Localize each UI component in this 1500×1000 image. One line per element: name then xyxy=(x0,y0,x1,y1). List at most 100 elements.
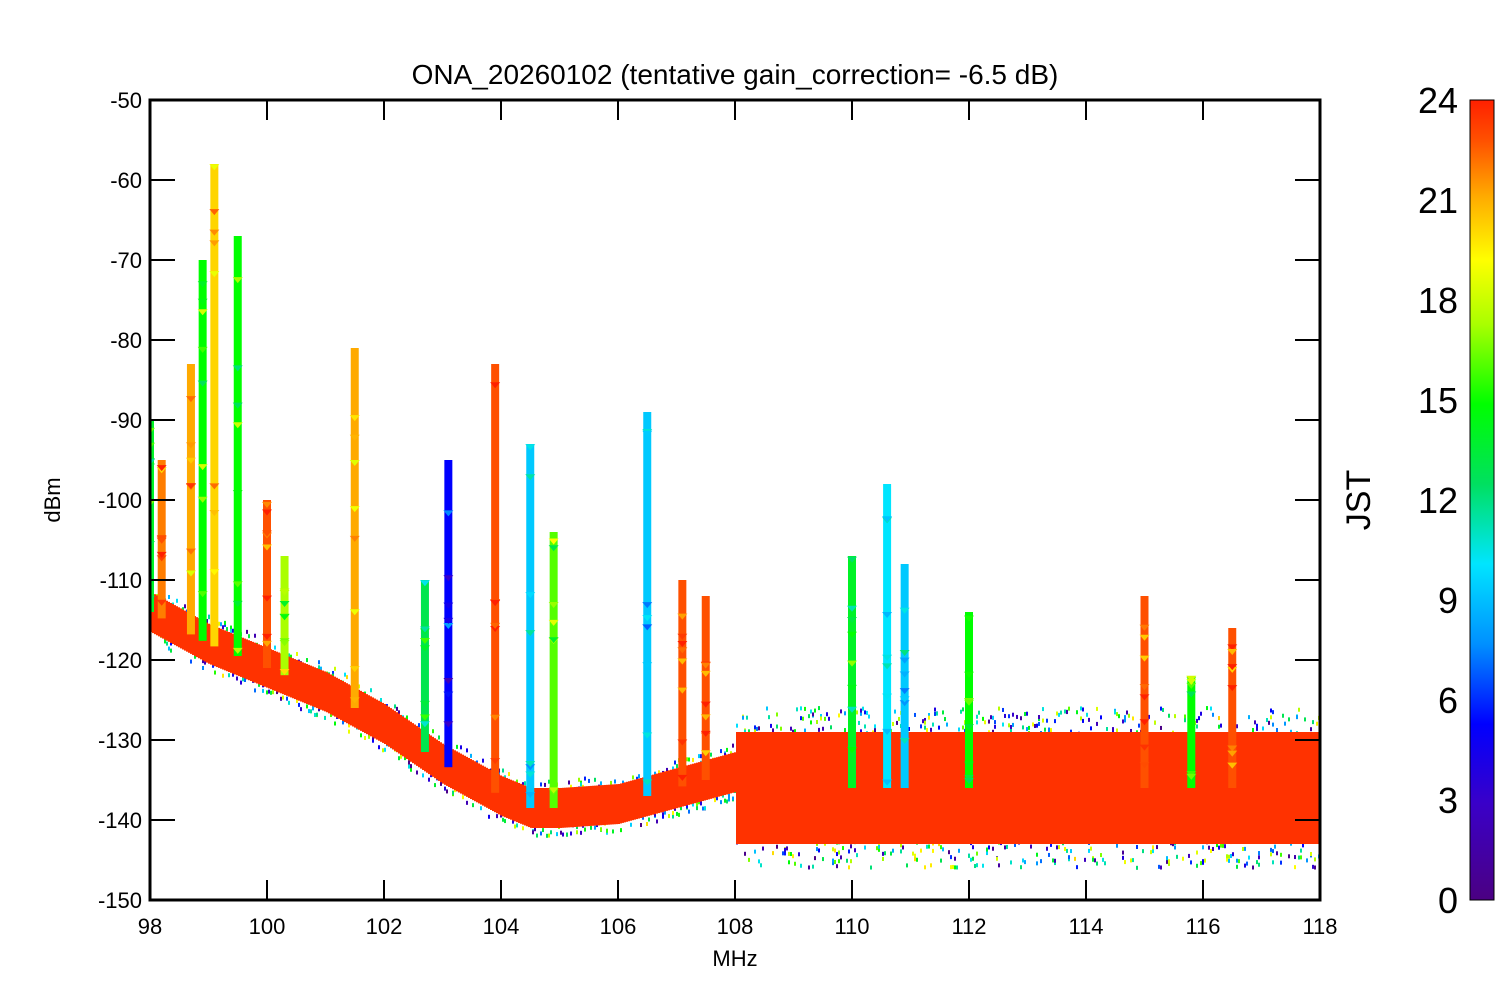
floor-trace xyxy=(876,732,878,844)
floor-trace xyxy=(456,751,458,792)
floor-point xyxy=(958,727,960,732)
floor-point xyxy=(792,729,794,734)
peak-marker xyxy=(964,699,974,706)
floor-point xyxy=(870,865,872,870)
floor-trace xyxy=(258,644,260,685)
floor-point xyxy=(422,773,424,778)
peak-marker xyxy=(1139,762,1150,769)
floor-trace xyxy=(1202,732,1204,844)
floor-trace xyxy=(548,788,550,828)
floor-point xyxy=(298,702,300,707)
floor-point xyxy=(1114,710,1116,715)
floor-point xyxy=(1236,864,1238,869)
floor-trace xyxy=(1208,732,1210,844)
peak-marker xyxy=(279,588,290,595)
floor-trace xyxy=(1014,732,1016,844)
floor-trace xyxy=(830,732,832,844)
floor-point xyxy=(288,653,290,658)
floor-trace xyxy=(348,684,350,725)
floor-point xyxy=(1274,844,1276,849)
floor-point xyxy=(1006,844,1008,849)
floor-point xyxy=(228,673,230,678)
floor-trace xyxy=(178,607,180,648)
peak-marker xyxy=(525,444,536,451)
floor-point xyxy=(1300,855,1302,860)
floor-trace xyxy=(332,675,334,716)
floor-point xyxy=(832,847,834,852)
floor-point xyxy=(1256,726,1258,731)
floor-trace xyxy=(1294,732,1296,844)
floor-point xyxy=(768,715,770,720)
floor-trace xyxy=(1174,732,1176,844)
peak-marker xyxy=(279,601,290,608)
floor-point xyxy=(1066,710,1068,715)
floor-point xyxy=(606,828,608,833)
peak-marker xyxy=(677,647,688,654)
floor-trace xyxy=(1260,732,1262,844)
floor-trace xyxy=(1152,732,1154,844)
colorbar-tick-label: 12 xyxy=(1418,480,1458,521)
floor-trace xyxy=(434,738,436,779)
floor-point xyxy=(1238,859,1240,864)
floor-trace xyxy=(952,732,954,844)
floor-trace xyxy=(170,602,172,643)
floor-point xyxy=(396,706,398,711)
floor-trace xyxy=(948,732,950,844)
floor-trace xyxy=(820,732,822,844)
floor-point xyxy=(1300,848,1302,853)
floor-point xyxy=(1052,858,1054,863)
floor-trace xyxy=(1012,732,1014,844)
floor-point xyxy=(1202,845,1204,850)
floor-point xyxy=(860,729,862,734)
floor-trace xyxy=(1176,732,1178,844)
floor-trace xyxy=(956,732,958,844)
floor-trace xyxy=(730,753,732,794)
floor-trace xyxy=(430,735,432,776)
floor-point xyxy=(606,830,608,835)
floor-point xyxy=(1270,852,1272,857)
floor-trace xyxy=(836,732,838,844)
floor-trace xyxy=(464,755,466,796)
peak-marker xyxy=(443,721,454,728)
peak-marker xyxy=(209,240,220,247)
floor-trace xyxy=(508,778,510,819)
floor-point xyxy=(1002,707,1004,712)
floor-point xyxy=(1124,715,1126,720)
plot-area xyxy=(150,164,1320,870)
floor-trace xyxy=(1156,732,1158,844)
floor-point xyxy=(1306,858,1308,863)
floor-trace xyxy=(1054,732,1056,844)
floor-trace xyxy=(512,780,514,821)
floor-point xyxy=(726,799,728,804)
peak-marker xyxy=(443,602,454,609)
floor-trace xyxy=(1032,732,1034,844)
peak-marker xyxy=(419,580,430,587)
peak-marker xyxy=(1186,691,1197,698)
floor-trace xyxy=(688,764,690,805)
floor-point xyxy=(1002,722,1004,727)
peak-marker xyxy=(677,633,688,640)
floor-trace xyxy=(880,732,882,844)
floor-trace xyxy=(1114,732,1116,844)
floor-trace xyxy=(320,669,322,710)
floor-trace xyxy=(1186,732,1188,844)
floor-trace xyxy=(762,732,764,844)
floor-trace xyxy=(928,732,930,844)
floor-point xyxy=(262,688,264,693)
floor-point xyxy=(254,633,256,638)
floor-point xyxy=(760,863,762,868)
floor-point xyxy=(902,845,904,850)
peak-marker xyxy=(156,465,167,472)
floor-point xyxy=(466,748,468,753)
floor-trace xyxy=(940,732,942,844)
floor-point xyxy=(324,715,326,720)
y-tick-label: -60 xyxy=(110,168,142,193)
floor-trace xyxy=(1164,732,1166,844)
floor-point xyxy=(184,604,186,609)
floor-point xyxy=(672,814,674,819)
peak-marker xyxy=(262,633,272,640)
floor-trace xyxy=(152,593,154,634)
floor-point xyxy=(648,817,650,822)
floor-point xyxy=(456,744,458,749)
floor-point xyxy=(632,775,634,780)
